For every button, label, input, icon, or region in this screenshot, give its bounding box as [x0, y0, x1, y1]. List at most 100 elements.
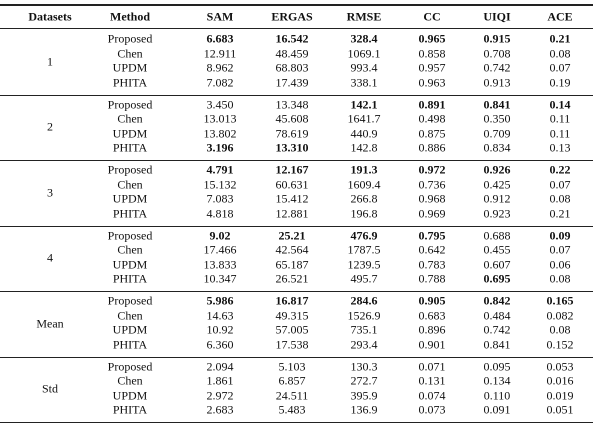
value: 2.683 [206, 402, 234, 417]
value: 0.736 [418, 177, 446, 192]
value: 0.071 [418, 359, 446, 373]
value: 0.969 [418, 206, 446, 221]
value: 495.7 [350, 271, 378, 286]
rule [0, 160, 593, 161]
header-cell: SAM [206, 9, 234, 24]
value: 9.02 [209, 228, 231, 242]
value: 328.4 [350, 31, 378, 46]
value: 6.857 [278, 373, 306, 388]
value: 0.915 [483, 31, 511, 46]
value: 0.091 [483, 402, 511, 417]
method: UPDM [112, 191, 148, 206]
header-cell: ACE [547, 9, 573, 24]
value: 4.818 [206, 206, 234, 221]
value: 2.094 [206, 359, 234, 373]
value: 440.9 [350, 126, 378, 141]
value: 0.708 [483, 46, 511, 61]
value: 0.016 [546, 373, 574, 388]
value: 0.19 [549, 75, 571, 90]
value: 12.881 [275, 206, 309, 221]
value: 24.511 [275, 388, 309, 403]
value: 338.1 [350, 75, 378, 90]
method: Chen [117, 111, 143, 126]
value: 1069.1 [347, 46, 381, 61]
value: 0.891 [418, 97, 446, 111]
value: 0.131 [418, 373, 446, 388]
value: 1787.5 [347, 242, 381, 257]
value: 0.06 [549, 257, 571, 272]
method: UPDM [112, 257, 148, 272]
value: 0.642 [418, 242, 446, 257]
value: 735.1 [350, 322, 378, 337]
rule [0, 4, 593, 6]
value: 0.607 [483, 257, 511, 272]
value: 0.912 [483, 191, 511, 206]
dataset-label: 2 [47, 119, 53, 134]
value: 25.21 [278, 228, 306, 242]
value: 266.8 [350, 191, 378, 206]
method: UPDM [112, 126, 148, 141]
value: 395.9 [350, 388, 378, 403]
rule [0, 225, 593, 227]
value: 0.886 [418, 140, 446, 155]
value: 0.134 [483, 373, 511, 388]
value: 13.013 [203, 111, 237, 126]
value: 0.455 [483, 242, 511, 257]
value: 4.791 [206, 162, 234, 177]
method: Chen [117, 373, 143, 388]
value: 42.564 [275, 242, 309, 257]
method: UPDM [112, 322, 148, 337]
value: 3.450 [206, 97, 234, 111]
value: 0.795 [418, 228, 446, 242]
value: 78.619 [275, 126, 309, 141]
rule [0, 28, 593, 29]
value: 0.13 [549, 140, 571, 155]
header-cell: Datasets [28, 9, 72, 24]
value: 13.348 [275, 97, 309, 111]
header-cell: RMSE [346, 9, 382, 24]
method: Chen [117, 46, 143, 61]
value: 57.005 [275, 322, 309, 337]
value: 0.709 [483, 126, 511, 141]
value: 0.841 [483, 337, 511, 352]
value: 0.11 [549, 126, 571, 141]
method: Proposed [107, 31, 153, 46]
value: 15.132 [203, 177, 237, 192]
value: 0.901 [418, 337, 446, 352]
value: 0.07 [549, 242, 571, 257]
value: 993.4 [350, 60, 378, 75]
value: 0.08 [549, 322, 571, 337]
value: 13.310 [275, 140, 309, 155]
value: 6.683 [206, 31, 234, 46]
value: 1526.9 [347, 308, 381, 323]
value: 1609.4 [347, 177, 381, 192]
value: 0.923 [483, 206, 511, 221]
value: 0.688 [483, 228, 511, 242]
rule [0, 94, 593, 96]
header-cell: CC [423, 9, 441, 24]
value: 0.875 [418, 126, 446, 141]
value: 0.08 [549, 191, 571, 206]
value: 0.842 [483, 293, 511, 308]
value: 17.538 [275, 337, 309, 352]
method: PHITA [112, 75, 148, 90]
method: PHITA [112, 337, 148, 352]
value: 17.439 [275, 75, 309, 90]
header-cell: UIQI [483, 9, 511, 24]
value: 0.21 [549, 31, 571, 46]
value: 12.911 [203, 46, 237, 61]
header-cell: ERGAS [271, 9, 313, 24]
value: 0.858 [418, 46, 446, 61]
dataset-label: Mean [36, 316, 64, 331]
value: 10.92 [206, 322, 234, 337]
value: 16.542 [275, 31, 309, 46]
value: 0.152 [546, 337, 574, 352]
value: 191.3 [350, 162, 378, 177]
value: 3.196 [206, 140, 234, 155]
value: 0.913 [483, 75, 511, 90]
rule [0, 356, 593, 358]
value: 196.8 [350, 206, 378, 221]
method: PHITA [112, 206, 148, 221]
value: 0.053 [546, 359, 574, 373]
dataset-label: Std [41, 381, 59, 396]
